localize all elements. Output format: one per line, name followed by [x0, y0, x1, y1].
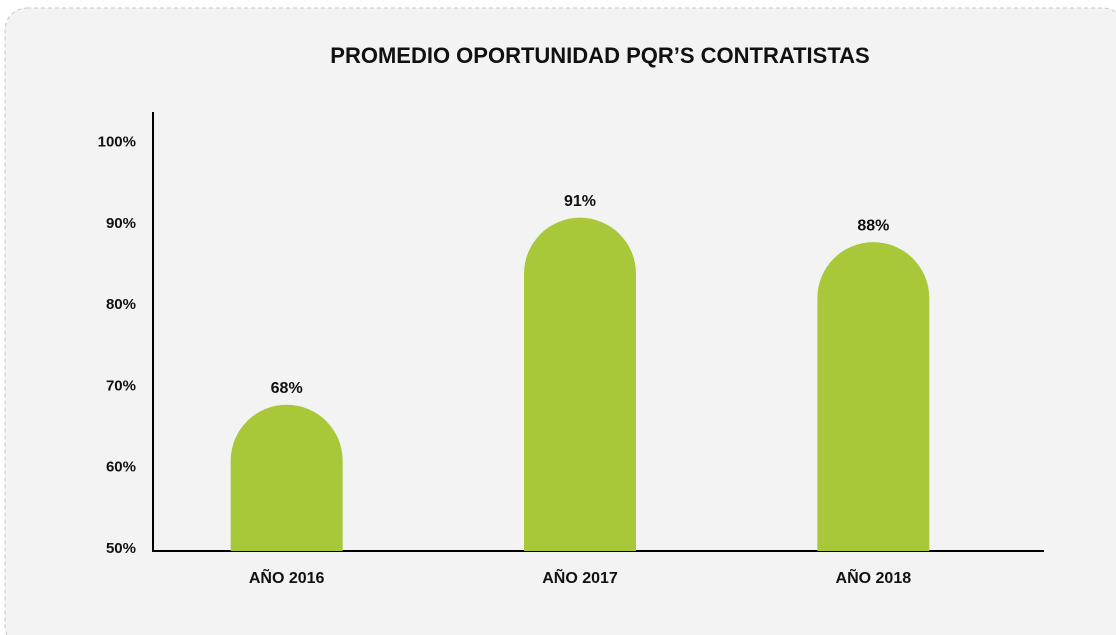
y-tick-label: 80% — [106, 296, 136, 313]
y-tick-label: 70% — [106, 377, 136, 394]
bar — [230, 404, 343, 551]
bar — [817, 242, 930, 551]
x-tick-label: AÑO 2018 — [836, 567, 912, 587]
y-tick-label: 100% — [98, 133, 136, 150]
bar — [524, 217, 636, 552]
y-tick-label: 90% — [106, 215, 136, 232]
y-tick-label: 50% — [106, 540, 136, 557]
value-label: 88% — [857, 217, 889, 234]
x-tick-label: AÑO 2017 — [542, 567, 618, 587]
value-label: 91% — [564, 193, 596, 210]
value-label: 68% — [271, 380, 303, 397]
y-tick-label: 60% — [106, 459, 136, 476]
x-tick-label: AÑO 2016 — [249, 567, 325, 587]
chart-title: PROMEDIO OPORTUNIDAD PQR’S CONTRATISTAS — [330, 43, 869, 68]
